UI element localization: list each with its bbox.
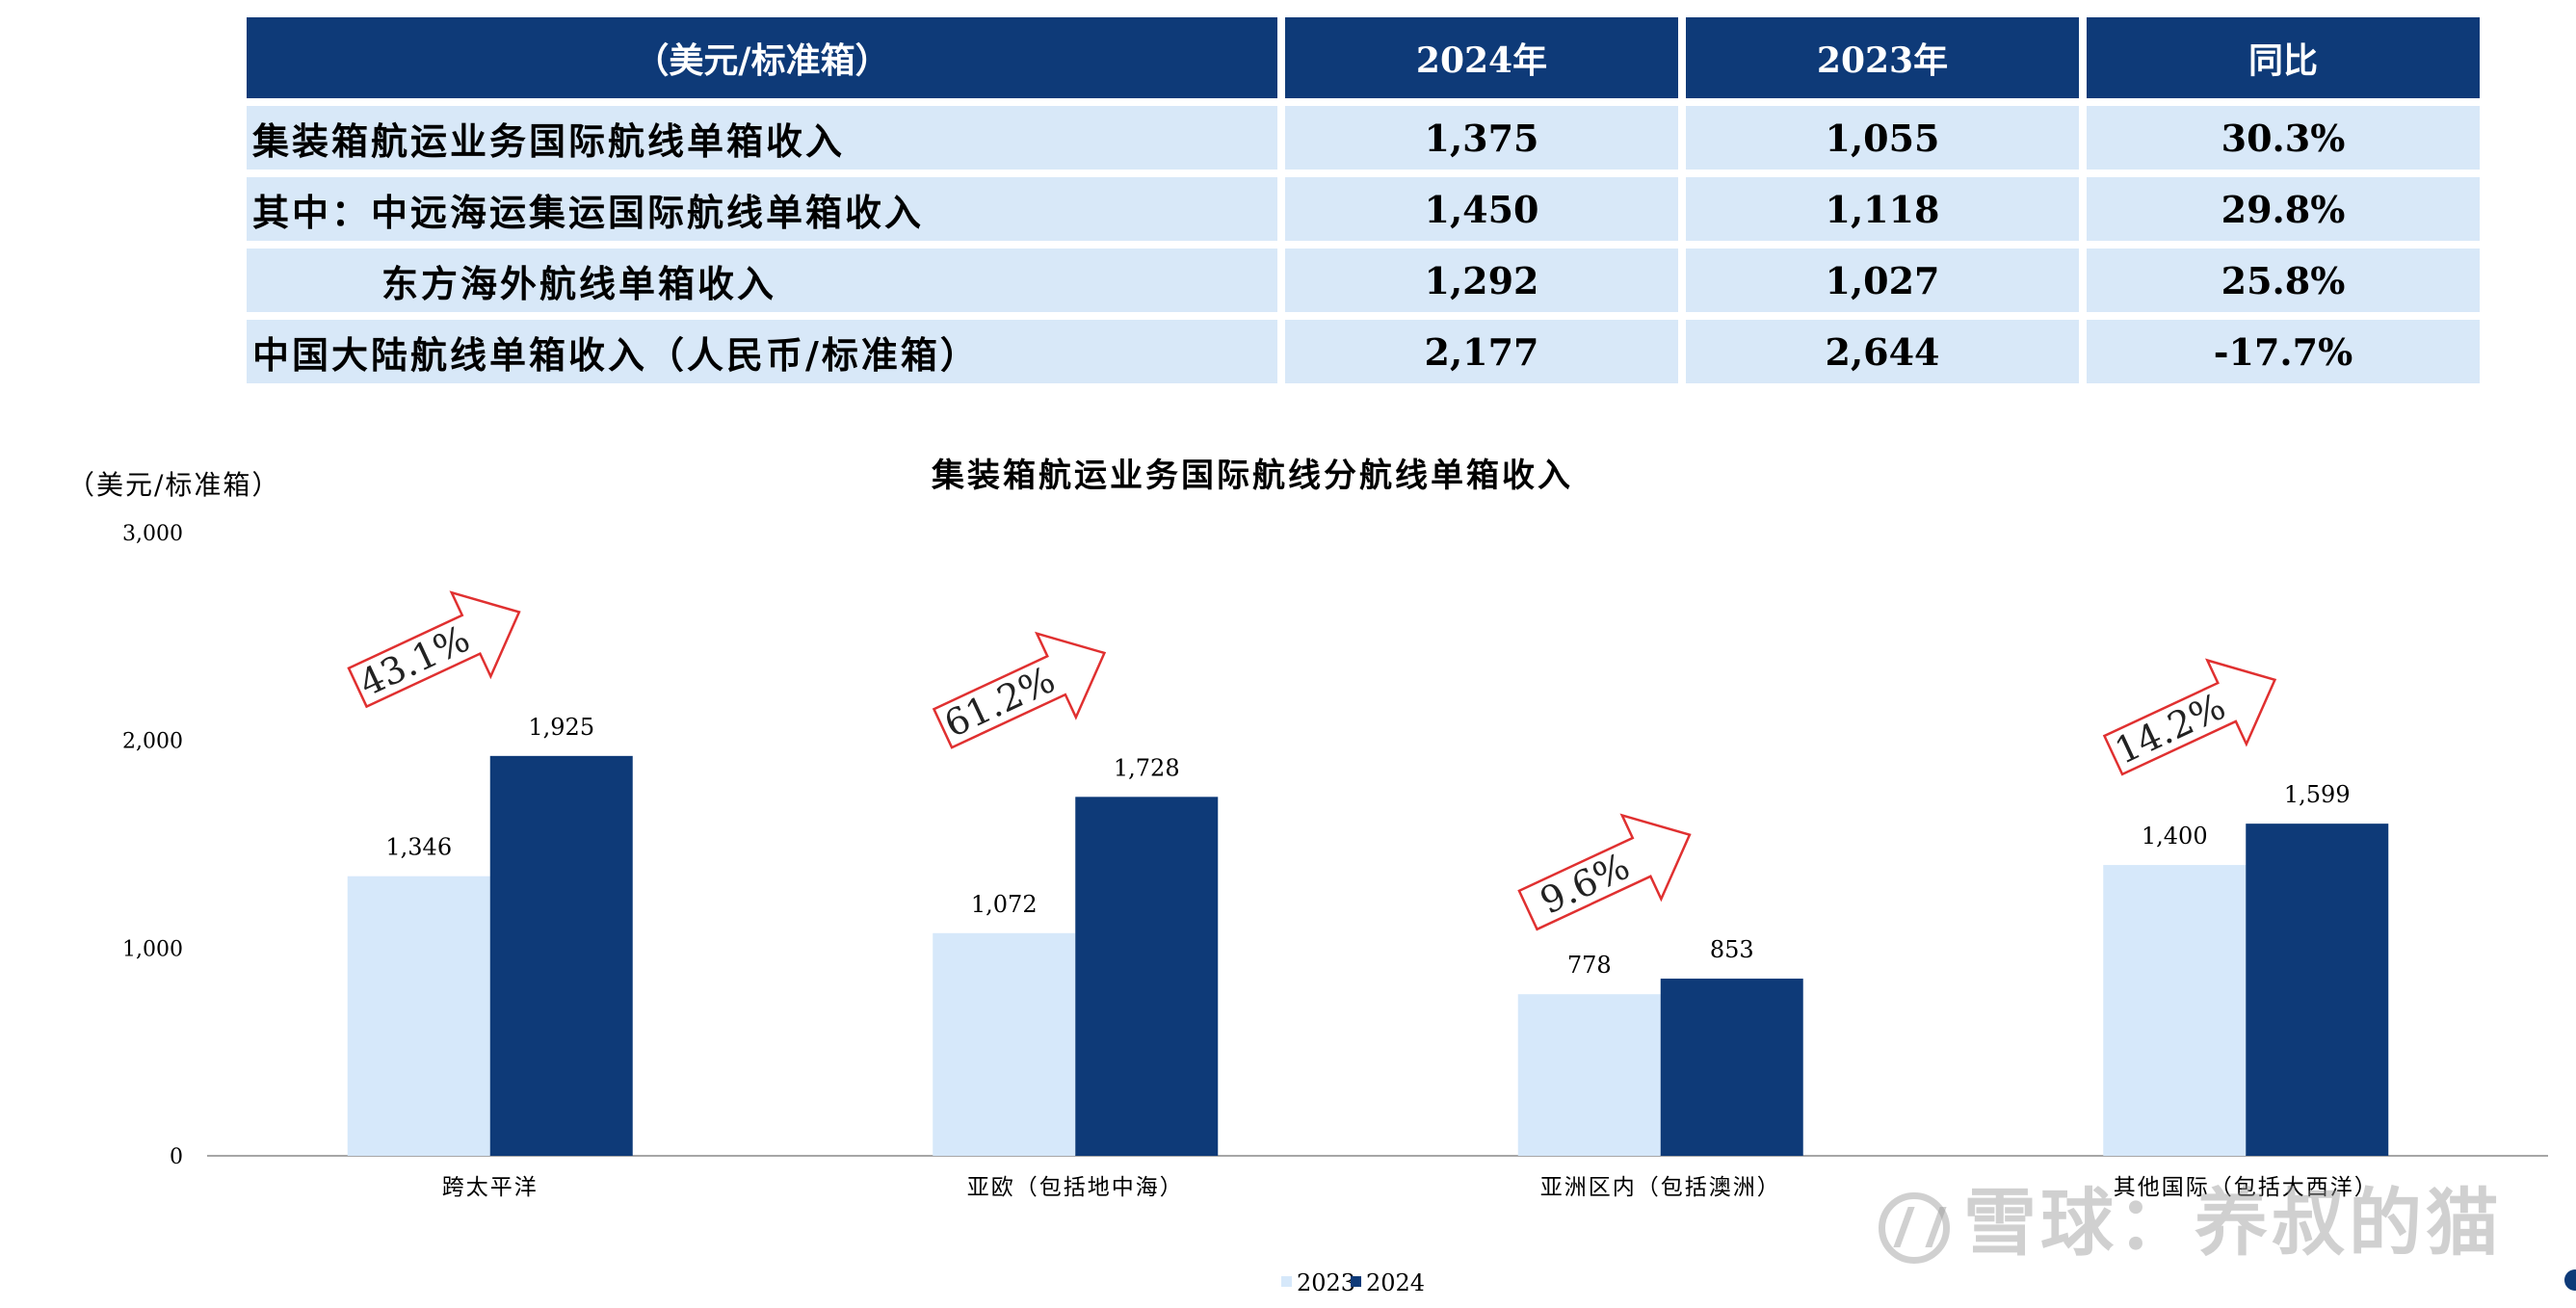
growth-arrow: 61.2% — [932, 631, 1107, 749]
cell-yoy: -17.7% — [2087, 320, 2480, 383]
cell-2024: 2,177 — [1285, 320, 1678, 383]
data-label: 1,072 — [971, 891, 1038, 918]
header-yoy: 同比 — [2087, 17, 2480, 98]
cell-2023: 2,644 — [1686, 320, 2079, 383]
bar-2024 — [2246, 824, 2389, 1156]
bar-2024 — [1660, 979, 1803, 1156]
data-label: 1,599 — [2284, 781, 2351, 808]
y-tick-label: 3,000 — [122, 522, 183, 546]
legend: 2023 2024 — [1281, 1269, 1425, 1296]
table-row: 中国大陆航线单箱收入（人民币/标准箱） 2,177 2,644 -17.7% — [247, 320, 2480, 383]
bar-2023 — [347, 876, 490, 1156]
row-label: 中国大陆航线单箱收入（人民币/标准箱） — [247, 320, 1277, 383]
data-label: 1,925 — [528, 714, 594, 741]
y-tick-label: 1,000 — [122, 937, 183, 961]
summary-table: （美元/标准箱） 2024年 2023年 同比 集装箱航运业务国际航线单箱收入 … — [239, 10, 2487, 391]
growth-arrow-shape — [1517, 813, 1692, 931]
growth-label: 14.2% — [2109, 685, 2232, 772]
growth-arrow: 14.2% — [2102, 658, 2277, 776]
growth-label: 43.1% — [353, 617, 476, 705]
cell-yoy: 30.3% — [2087, 106, 2480, 170]
row-label: 其中：中远海运集运国际航线单箱收入 — [247, 177, 1277, 241]
cell-2024: 1,450 — [1285, 177, 1678, 241]
data-label: 778 — [1567, 952, 1612, 979]
legend-label: 2023 — [1297, 1269, 1355, 1296]
category-label: 亚欧（包括地中海） — [967, 1175, 1184, 1200]
growth-arrow: 43.1% — [347, 590, 521, 709]
growth-label: 61.2% — [938, 658, 1062, 746]
table-row: 集装箱航运业务国际航线单箱收入 1,375 1,055 30.3% — [247, 106, 2480, 170]
cell-2024: 1,292 — [1285, 249, 1678, 312]
snowball-logo-icon — [1879, 1192, 1950, 1264]
bar-2024 — [489, 755, 633, 1156]
cell-yoy: 25.8% — [2087, 249, 2480, 312]
y-tick-label: 2,000 — [122, 730, 183, 754]
cell-2023: 1,118 — [1686, 177, 2079, 241]
category-label: 亚洲区内（包括澳洲） — [1540, 1175, 1781, 1200]
row-label: 集装箱航运业务国际航线单箱收入 — [247, 106, 1277, 170]
cell-2023: 1,055 — [1686, 106, 2079, 170]
cell-yoy: 29.8% — [2087, 177, 2480, 241]
growth-arrow: 9.6% — [1517, 813, 1692, 931]
header-unit: （美元/标准箱） — [247, 17, 1277, 98]
watermark: 雪球：养叔的猫 — [1879, 1180, 2499, 1267]
bar-2023 — [2103, 865, 2247, 1156]
table-header-row: （美元/标准箱） 2024年 2023年 同比 — [247, 17, 2480, 98]
bar-2023 — [1517, 994, 1661, 1156]
growth-arrow-shape — [932, 631, 1107, 749]
growth-arrow-shape — [2102, 658, 2277, 776]
cell-2023: 1,027 — [1686, 249, 2079, 312]
legend-swatch-2023 — [1281, 1276, 1292, 1287]
header-2023: 2023年 — [1686, 17, 2079, 98]
header-2024: 2024年 — [1285, 17, 1678, 98]
table-row: 其中：中远海运集运国际航线单箱收入 1,450 1,118 29.8% — [247, 177, 2480, 241]
plot-area: 0 1,000 2,000 3,000 1,346 1,925 跨太平洋 43.1% 1,072… — [122, 522, 2548, 1200]
chart-title: 集装箱航运业务国际航线分航线单箱收入 — [931, 457, 1573, 495]
y-axis-unit-label: （美元/标准箱） — [67, 469, 280, 501]
data-label: 853 — [1710, 936, 1754, 963]
corner-dot-icon — [2564, 1269, 2576, 1291]
growth-label: 9.6% — [1534, 845, 1636, 923]
legend-swatch-2024 — [1351, 1276, 1361, 1287]
data-label: 1,346 — [385, 834, 452, 861]
data-label: 1,400 — [2142, 823, 2208, 850]
y-tick-label: 0 — [170, 1145, 183, 1169]
category-label: 跨太平洋 — [442, 1175, 539, 1200]
growth-arrow-shape — [347, 590, 521, 709]
category-label: 其他国际（包括大西洋） — [2114, 1175, 2379, 1200]
bar-2023 — [933, 932, 1076, 1156]
table-row: 东方海外航线单箱收入 1,292 1,027 25.8% — [247, 249, 2480, 312]
cell-2024: 1,375 — [1285, 106, 1678, 170]
row-label: 东方海外航线单箱收入 — [247, 249, 1277, 312]
data-label: 1,728 — [1114, 754, 1180, 781]
bar-2024 — [1075, 797, 1219, 1156]
legend-label: 2024 — [1366, 1269, 1425, 1296]
watermark-text: 雪球：养叔的猫 — [1963, 1180, 2503, 1266]
